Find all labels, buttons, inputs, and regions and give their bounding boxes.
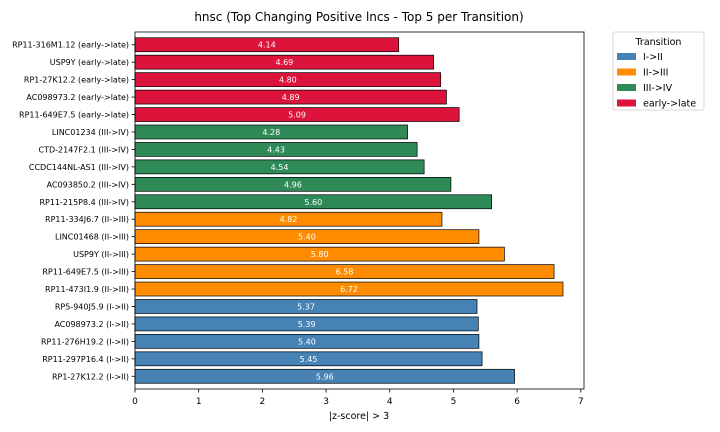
y-tick-label: RP11-334J6.7 (II->III) (45, 215, 129, 224)
bar-value-label: 4.43 (267, 145, 285, 154)
y-tick-label: RP11-649E7.5 (early->late) (19, 111, 129, 120)
x-tick-label: 0 (132, 397, 138, 407)
bar-value-label: 5.40 (298, 337, 316, 346)
y-tick-label: AC093850.2 (III->IV) (47, 180, 129, 189)
legend-label: early->late (643, 99, 696, 110)
x-axis-label: |z-score| > 3 (329, 411, 389, 422)
legend-swatch (617, 53, 636, 60)
x-axis: 0 1 2 3 4 5 6 7 (132, 389, 584, 407)
y-axis: RP11-316M1.12 (early->late) USP9Y (early-… (12, 41, 135, 381)
y-tick-label: USP9Y (II->III) (73, 250, 129, 259)
legend-entries: I->II II->III III->IV early->late (617, 52, 696, 110)
bar-value-label: 5.60 (304, 198, 322, 207)
legend-label: II->III (643, 68, 668, 79)
bar-value-label: 4.28 (262, 128, 280, 137)
plot-area: 4.14 4.69 4.80 4.89 5.09 4.28 4.43 4.54 4.965.60… (12, 31, 585, 407)
chart-title: hnsc (Top Changing Positive lncs - Top 5… (194, 10, 523, 24)
x-tick-label: 4 (387, 397, 393, 407)
y-tick-label: USP9Y (early->late) (50, 58, 129, 67)
x-tick-label: 6 (514, 397, 520, 407)
legend-swatch (617, 68, 636, 76)
y-tick-label: RP11-316M1.12 (early->late) (12, 41, 129, 50)
bar-value-label: 4.69 (275, 58, 293, 67)
y-tick-label: RP1-27K12.2 (early->late) (24, 76, 129, 85)
bar-value-label: 4.80 (279, 76, 297, 85)
y-tick-label: RP1-27K12.2 (I->II) (52, 372, 129, 381)
bar-value-label: 5.37 (297, 302, 315, 311)
x-tick-label: 5 (451, 397, 457, 407)
legend-label: III->IV (643, 83, 673, 94)
bar-value-label: 6.72 (340, 285, 358, 294)
bar-value-label: 5.96 (316, 372, 334, 381)
legend-title: Transition (635, 37, 682, 48)
bar-value-label: 4.89 (282, 93, 300, 102)
bar-value-label: 6.58 (336, 268, 354, 277)
y-tick-label: RP11-215P8.4 (III->IV) (39, 198, 129, 207)
value-labels: 4.14 4.69 4.80 4.89 5.09 4.28 4.43 4.54 4.965.60… (258, 41, 358, 382)
y-tick-label: LINC01468 (II->III) (55, 233, 129, 242)
y-tick-label: AC098973.2 (I->II) (54, 320, 129, 329)
legend-label: I->II (643, 52, 663, 63)
bar-value-label: 5.45 (300, 355, 318, 364)
bar-value-label: 5.39 (298, 320, 316, 329)
y-tick-label: CCDC144NL-AS1 (III->IV) (29, 163, 129, 172)
y-tick-label: CTD-2147F2.1 (III->IV) (39, 145, 130, 154)
bar-value-label: 4.96 (284, 180, 302, 189)
bar-value-label: 4.54 (271, 163, 289, 172)
y-tick-label: RP5-940J5.9 (I->II) (55, 302, 129, 311)
x-tick-label: 3 (323, 397, 329, 407)
bar-value-label: 4.82 (280, 215, 298, 224)
y-tick-label: LINC01234 (III->IV) (52, 128, 129, 137)
x-tick-label: 2 (260, 397, 266, 407)
legend-swatch (617, 84, 636, 91)
axes-frame (134, 31, 585, 390)
bar-value-label: 5.40 (298, 233, 316, 242)
x-tick-label: 7 (578, 397, 584, 407)
y-tick-label: AC098973.2 (early->late) (26, 93, 129, 102)
bar-value-label: 4.14 (258, 41, 276, 50)
bar-series (134, 37, 564, 384)
legend-swatch (617, 99, 636, 107)
y-tick-label: RP11-473I1.9 (II->III) (45, 285, 129, 294)
y-tick-label: RP11-297P16.4 (I->II) (42, 355, 129, 364)
y-tick-label: RP11-649E7.5 (II->III) (42, 268, 129, 277)
legend: Transition I->II II->III III->IV early->lat… (612, 31, 705, 111)
bar-value-label: 5.09 (288, 111, 306, 120)
bar-value-label: 5.80 (311, 250, 329, 259)
y-tick-label: RP11-276H19.2 (I->II) (41, 337, 129, 346)
x-tick-label: 1 (196, 397, 202, 407)
